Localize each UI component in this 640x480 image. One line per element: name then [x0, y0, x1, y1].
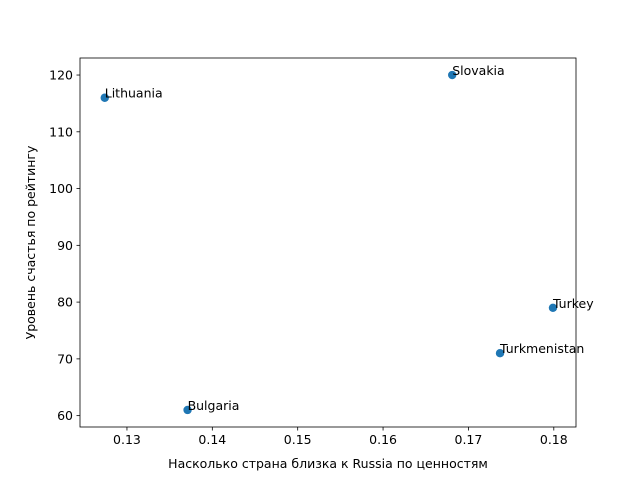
y-axis-ticks: 60 70 80 90 100 110 120 [49, 68, 80, 423]
x-tick-label: 0.16 [369, 432, 397, 447]
x-tick-label: 0.17 [455, 432, 483, 447]
x-tick-label: 0.15 [284, 432, 312, 447]
y-axis-label: Уровень счастья по рейтингу [23, 145, 38, 339]
data-points: Lithuania Bulgaria Slovakia Turkmenistan Tur… [100, 63, 594, 415]
x-tick-label: 0.18 [540, 432, 568, 447]
y-tick-label: 120 [49, 68, 73, 83]
data-point-lithuania [100, 93, 109, 102]
y-tick-label: 110 [49, 124, 73, 139]
point-label-turkey: Turkey [552, 296, 594, 311]
plot-frame [79, 57, 577, 428]
y-tick-label: 70 [57, 351, 73, 366]
point-label-turkmenistan: Turkmenistan [499, 341, 584, 356]
data-point-turkey [548, 303, 558, 312]
x-axis-ticks: 0.13 0.14 0.15 0.16 0.17 0.18 [113, 427, 568, 447]
point-label-bulgaria: Bulgaria [188, 398, 240, 413]
data-point-bulgaria [183, 405, 192, 415]
x-tick-label: 0.13 [113, 432, 141, 447]
point-label-lithuania: Lithuania [105, 86, 163, 101]
x-axis-label: Насколько страна близка к Russia по ценн… [168, 456, 488, 471]
y-tick-label: 100 [49, 181, 73, 196]
data-point-slovakia [448, 70, 457, 80]
y-tick-label: 90 [57, 238, 73, 253]
y-tick-label: 60 [57, 408, 73, 423]
x-tick-label: 0.14 [198, 432, 226, 447]
point-label-slovakia: Slovakia [452, 63, 504, 78]
y-tick-label: 80 [57, 295, 73, 310]
data-point-turkmenistan [495, 349, 505, 358]
